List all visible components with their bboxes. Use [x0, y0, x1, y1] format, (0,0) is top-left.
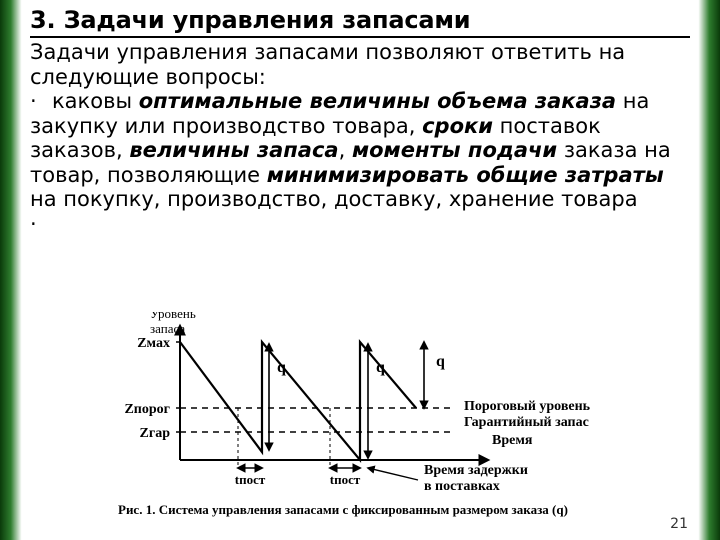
inventory-diagram: Zмах Zпорог Zгар q q q tпост tпост Уровеньзапаса… — [94, 312, 628, 522]
svg-text:tпост: tпост — [235, 472, 266, 487]
svg-text:Гарантийный запас: Гарантийный запас — [464, 415, 589, 430]
svg-text:Пороговый уровень: Пороговый уровень — [464, 399, 591, 414]
bullet-1: ·каковы оптимальные величины объема зака… — [30, 89, 690, 212]
svg-text:запаса: запаса — [150, 321, 185, 336]
svg-text:Уровень: Уровень — [150, 312, 196, 321]
svg-text:tпост: tпост — [330, 472, 361, 487]
bullet-2-empty: · — [30, 212, 690, 237]
svg-text:в поставках: в поставках — [424, 479, 500, 494]
svg-text:q: q — [277, 359, 286, 376]
svg-text:Рис. 1. Система управления зап: Рис. 1. Система управления запасами с фи… — [118, 502, 568, 517]
svg-text:q: q — [376, 359, 385, 376]
svg-text:Zпорог: Zпорог — [124, 402, 170, 417]
page-number: 21 — [670, 516, 688, 532]
svg-text:Zгар: Zгар — [140, 426, 171, 441]
svg-text:q: q — [436, 353, 445, 370]
svg-text:Время: Время — [492, 433, 533, 448]
page-title: 3. Задачи управления запасами — [30, 6, 690, 38]
svg-text:Zмах: Zмах — [137, 336, 170, 351]
intro-text: Задачи управления запасами позволяют отв… — [30, 40, 690, 89]
svg-text:Время задержки: Время задержки — [424, 463, 528, 478]
